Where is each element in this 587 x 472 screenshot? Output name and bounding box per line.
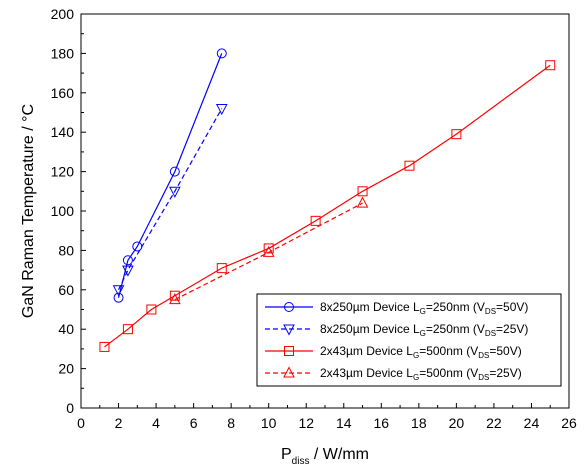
axis-ticks: 0 2 4 6 8 10 12 14 16 18 20 22 24 2602040608010012014… [51,6,577,431]
x-tick-label: 26 [561,415,577,431]
legend: 8x250µm Device LG=250nm (VDS=50V)8x250µm… [256,293,562,387]
legend-label-subscript: DS [485,329,496,338]
legend-label-subscript: DS [478,373,489,382]
legend-label-part: =250nm (V [426,322,485,336]
x-tick-label: 4 [152,415,160,431]
series-1 [113,48,227,303]
x-tick-label: 10 [261,415,277,431]
x-tick-label: 12 [298,415,314,431]
legend-label-subscript: G [420,307,426,316]
series-line [117,53,223,298]
legend-entry: 2x43µm Device LG=500nm (VDS=50V) [265,344,522,360]
data-point-triangle-down [169,186,181,198]
data-point-circle [113,292,124,303]
legend-label: 2x43µm Device LG=500nm (VDS=50V) [320,344,522,360]
x-tick-label: 16 [374,415,390,431]
x-tick-label: 22 [486,415,502,431]
data-point-triangle-up [356,196,369,208]
data-point-square [545,60,556,71]
series-2 [112,104,228,297]
series-line [117,108,223,291]
data-point-triangle-down [112,285,125,297]
legend-label-part: 2x43µm Device L [320,366,413,380]
x-tick-label: 18 [411,415,427,431]
legend-label-part: =250nm (V [426,300,485,314]
data-point-square [216,263,227,274]
legend-label-part: =50V) [496,300,528,314]
x-tick-label: 24 [524,415,540,431]
legend-label-part: =500nm (V [419,344,478,358]
x-axis-title-sub: diss [292,456,310,467]
x-axis-title-main: P [281,446,292,463]
plot-series [99,48,556,352]
x-tick-label: 0 [77,415,85,431]
y-tick-label: 60 [58,282,74,298]
legend-label: 2x43µm Device LG=500nm (VDS=25V) [320,366,522,382]
data-point-square [451,129,462,140]
legend-entry: 2x43µm Device LG=500nm (VDS=25V) [265,366,522,382]
legend-label-part: =500nm (V [419,366,478,380]
legend-label: 8x250µm Device LG=250nm (VDS=25V) [320,322,528,338]
y-tick-label: 160 [51,85,75,101]
data-point-circle [169,166,180,177]
legend-label-subscript: DS [478,351,489,360]
x-tick-label: 2 [115,415,123,431]
legend-entry: 8x250µm Device LG=250nm (VDS=25V) [265,322,528,338]
legend-label: 8x250µm Device LG=250nm (VDS=50V) [320,300,528,316]
data-point-triangle-down [215,104,228,116]
y-tick-label: 40 [58,321,74,337]
y-tick-label: 140 [51,124,75,140]
legend-label-subscript: G [413,373,419,382]
legend-box [256,293,562,387]
legend-marker-square [284,346,294,356]
y-tick-label: 200 [51,6,75,22]
y-tick-label: 180 [51,45,75,61]
data-point-circle [216,48,227,59]
y-tick-label: 0 [66,400,74,416]
x-axis-title: Pdiss / W/mm [281,446,369,467]
legend-label-part: =50V) [489,344,521,358]
legend-label-subscript: G [420,329,426,338]
y-tick-label: 20 [58,361,74,377]
y-tick-label: 100 [51,203,75,219]
data-point-square [122,324,133,335]
series-4 [169,196,369,305]
data-point-square [99,341,110,352]
data-point-circle [122,255,133,266]
legend-label-subscript: G [413,351,419,360]
data-point-square [146,304,157,315]
series-line [174,202,363,301]
y-tick-label: 120 [51,164,75,180]
x-tick-label: 8 [227,415,235,431]
legend-marker-triangle-up [283,366,295,378]
y-tick-label: 80 [58,242,74,258]
data-point-square [404,160,415,171]
data-point-square [169,290,180,301]
legend-label-subscript: DS [485,307,496,316]
legend-label-part: =25V) [489,366,521,380]
legend-label-part: 8x250µm Device L [320,322,420,336]
x-tick-label: 6 [190,415,198,431]
x-tick-label: 14 [336,415,352,431]
data-point-triangle-down [122,265,134,277]
legend-label-part: 8x250µm Device L [320,300,420,314]
data-point-triangle-up [262,245,275,257]
data-point-triangle-up [169,293,181,305]
legend-marker-circle [284,302,294,312]
x-axis-title-rest: / W/mm [309,446,369,463]
legend-label-part: 2x43µm Device L [320,344,413,358]
plot-frame [80,13,570,409]
legend-entry: 8x250µm Device LG=250nm (VDS=50V) [265,300,528,316]
legend-label-part: =25V) [496,322,528,336]
series-line [104,64,551,348]
data-point-square [357,186,368,197]
x-tick-label: 20 [449,415,465,431]
legend-marker-triangle-down [283,324,295,336]
y-axis-title: GaN Raman Temperature / °C [20,104,37,318]
data-point-square [310,215,321,226]
